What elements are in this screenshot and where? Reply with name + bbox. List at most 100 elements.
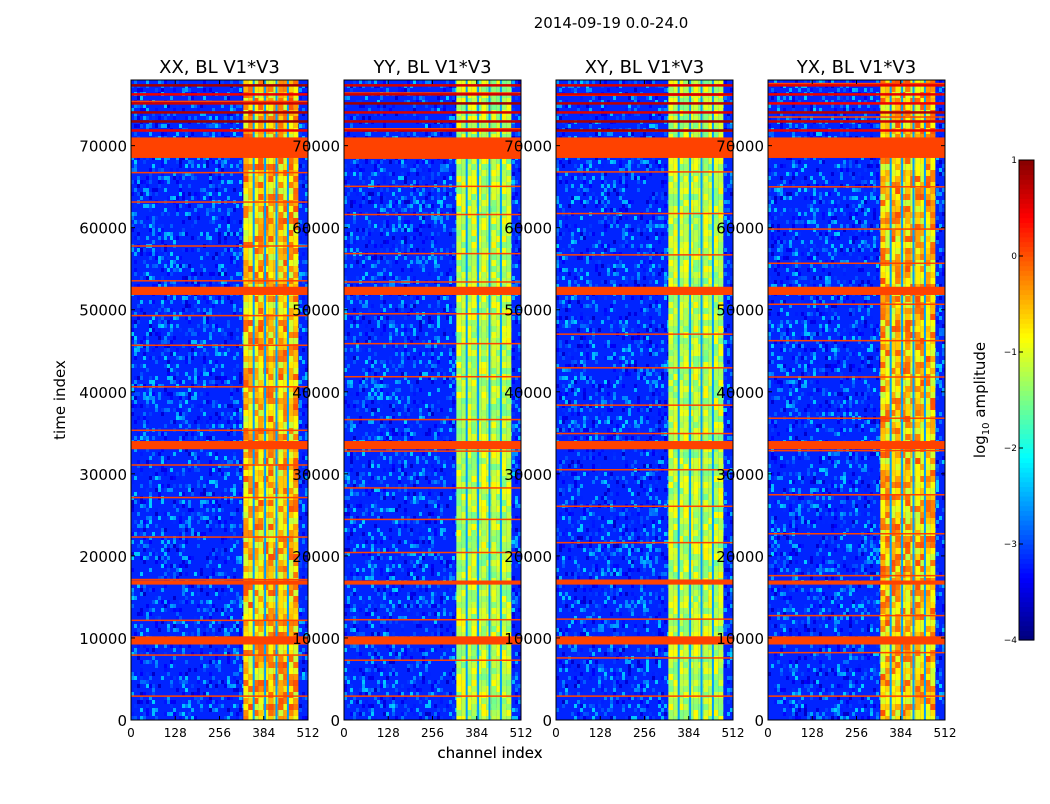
heatmap-band-cell — [243, 338, 248, 344]
heatmap-noise-cell — [239, 228, 242, 232]
heatmap-noise-cell — [227, 628, 230, 632]
heatmap-band-cell — [258, 380, 263, 386]
heatmap-noise-cell — [215, 648, 218, 652]
heatmap-noise-cell — [143, 248, 146, 252]
heatmap-noise-cell — [155, 408, 158, 412]
heatmap-band-cell — [268, 296, 273, 302]
heatmap-noise-cell — [221, 412, 224, 416]
heatmap-noise-cell — [149, 168, 152, 172]
heatmap-noise-cell — [233, 188, 236, 192]
heatmap-noise-cell — [182, 712, 185, 716]
heatmap-noise-cell — [140, 340, 143, 344]
heatmap-noise-cell — [137, 588, 140, 592]
heatmap-noise-cell — [203, 164, 206, 168]
heatmap-noise-cell — [146, 80, 149, 84]
heatmap-noise-cell — [209, 680, 212, 684]
heatmap-band-cell — [278, 308, 283, 314]
heatmap-noise-cell — [179, 680, 182, 684]
heatmap-noise-cell — [185, 332, 188, 336]
heatmap-flag-line — [131, 315, 308, 317]
heatmap-band-cell — [248, 584, 253, 590]
heatmap-noise-cell — [209, 704, 212, 708]
heatmap-noise-cell — [203, 516, 206, 520]
heatmap-noise-cell — [152, 552, 155, 556]
heatmap-noise-cell — [140, 548, 143, 552]
heatmap-noise-cell — [227, 320, 230, 324]
heatmap-noise-cell — [239, 680, 242, 684]
heatmap-noise-cell — [179, 160, 182, 164]
heatmap-noise-cell — [230, 352, 233, 356]
heatmap-noise-cell — [233, 492, 236, 496]
heatmap-noise-cell — [167, 568, 170, 572]
heatmap-band-cell — [243, 512, 248, 518]
heatmap-band-cell — [293, 260, 298, 266]
heatmap-noise-cell — [227, 716, 230, 720]
heatmap-band-cell — [278, 350, 283, 356]
heatmap-noise-cell — [191, 248, 194, 252]
heatmap-flag-line — [131, 386, 308, 388]
heatmap-noise-cell — [185, 624, 188, 628]
heatmap-band-cell — [243, 668, 248, 674]
heatmap-noise-cell — [149, 480, 152, 484]
heatmap-noise-cell — [221, 552, 224, 556]
heatmap-noise-cell — [218, 232, 221, 236]
heatmap-noise-cell — [212, 552, 215, 556]
heatmap-band-cell — [243, 518, 248, 524]
heatmap-noise-cell — [146, 184, 149, 188]
heatmap-noise-cell — [161, 412, 164, 416]
heatmap-band-cell — [248, 590, 253, 596]
heatmap-band-cell — [243, 710, 248, 716]
heatmap-noise-cell — [203, 328, 206, 332]
heatmap-noise-cell — [149, 320, 152, 324]
heatmap-noise-cell — [215, 364, 218, 368]
heatmap-noise-cell — [197, 356, 200, 360]
heatmap-noise-cell — [239, 376, 242, 380]
heatmap-noise-cell — [209, 600, 212, 604]
heatmap-noise-cell — [191, 492, 194, 496]
heatmap-noise-cell — [209, 548, 212, 552]
heatmap-noise-cell — [167, 368, 170, 372]
heatmap-noise-cell — [212, 216, 215, 220]
heatmap-noise-cell — [212, 300, 215, 304]
heatmap-noise-cell — [164, 236, 167, 240]
heatmap-band-cell — [258, 692, 263, 698]
heatmap-noise-cell — [155, 332, 158, 336]
heatmap-band-cell — [248, 506, 253, 512]
heatmap-noise-cell — [212, 132, 215, 136]
heatmap-noise-cell — [143, 716, 146, 720]
heatmap-band-cell — [293, 410, 298, 416]
heatmap-band-cell — [278, 212, 283, 218]
heatmap-band-cell — [278, 410, 283, 416]
heatmap-band-cell — [258, 182, 263, 188]
heatmap-band-cell — [278, 560, 283, 566]
heatmap-noise-cell — [302, 608, 305, 612]
heatmap-noise-cell — [239, 192, 242, 196]
heatmap-noise-cell — [161, 212, 164, 216]
heatmap-noise-cell — [158, 396, 161, 400]
heatmap-noise-cell — [191, 348, 194, 352]
heatmap-band-cell — [258, 230, 263, 236]
heatmap-band-cell — [288, 404, 293, 410]
heatmap-band-cell — [258, 326, 263, 332]
heatmap-noise-cell — [236, 400, 239, 404]
heatmap-flag-line — [131, 654, 308, 656]
heatmap-noise-cell — [419, 96, 422, 100]
heatmap-noise-cell — [164, 364, 167, 368]
heatmap-band-cell — [278, 374, 283, 380]
heatmap-noise-cell — [176, 380, 179, 384]
heatmap-noise-cell — [233, 124, 236, 128]
heatmap-noise-cell — [140, 468, 143, 472]
heatmap-noise-cell — [155, 216, 158, 220]
heatmap-noise-cell — [221, 80, 224, 84]
y-tick-label: 10000 — [79, 630, 127, 648]
heatmap-noise-cell — [137, 672, 140, 676]
heatmap-band-cell — [268, 158, 273, 164]
heatmap-band-cell — [293, 122, 298, 128]
heatmap-noise-cell — [203, 608, 206, 612]
heatmap-band-cell — [258, 206, 263, 212]
heatmap-noise-cell — [224, 628, 227, 632]
heatmap-noise-cell — [212, 124, 215, 128]
heatmap-band-cell — [243, 242, 248, 248]
heatmap-noise-cell — [239, 252, 242, 256]
heatmap-noise-cell — [134, 204, 137, 208]
